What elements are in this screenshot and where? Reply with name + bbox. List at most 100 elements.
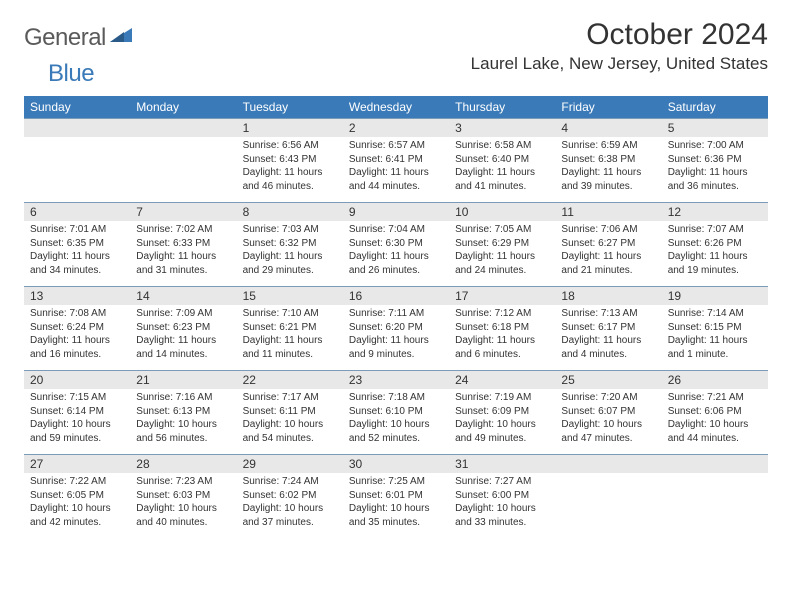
calendar-cell: 3Sunrise: 6:58 AMSunset: 6:40 PMDaylight…: [449, 118, 555, 202]
calendar-body: 1Sunrise: 6:56 AMSunset: 6:43 PMDaylight…: [24, 118, 768, 538]
day-details: Sunrise: 7:18 AMSunset: 6:10 PMDaylight:…: [343, 389, 449, 449]
daylight-line: Daylight: 11 hours and 9 minutes.: [349, 334, 443, 361]
day-details: Sunrise: 7:25 AMSunset: 6:01 PMDaylight:…: [343, 473, 449, 533]
day-details: Sunrise: 7:21 AMSunset: 6:06 PMDaylight:…: [662, 389, 768, 449]
day-details: Sunrise: 7:16 AMSunset: 6:13 PMDaylight:…: [130, 389, 236, 449]
sunrise-line: Sunrise: 6:56 AM: [243, 139, 337, 153]
calendar-cell: 6Sunrise: 7:01 AMSunset: 6:35 PMDaylight…: [24, 202, 130, 286]
sunset-line: Sunset: 6:29 PM: [455, 237, 549, 251]
day-details: Sunrise: 7:14 AMSunset: 6:15 PMDaylight:…: [662, 305, 768, 365]
daylight-line: Daylight: 10 hours and 44 minutes.: [668, 418, 762, 445]
calendar-cell: 23Sunrise: 7:18 AMSunset: 6:10 PMDayligh…: [343, 370, 449, 454]
calendar-row: 27Sunrise: 7:22 AMSunset: 6:05 PMDayligh…: [24, 454, 768, 538]
sunset-line: Sunset: 6:40 PM: [455, 153, 549, 167]
calendar-cell: 31Sunrise: 7:27 AMSunset: 6:00 PMDayligh…: [449, 454, 555, 538]
daylight-line: Daylight: 10 hours and 40 minutes.: [136, 502, 230, 529]
day-number: 26: [662, 370, 768, 389]
calendar-cell: 12Sunrise: 7:07 AMSunset: 6:26 PMDayligh…: [662, 202, 768, 286]
daylight-line: Daylight: 11 hours and 4 minutes.: [561, 334, 655, 361]
day-number: 17: [449, 286, 555, 305]
daylight-line: Daylight: 11 hours and 6 minutes.: [455, 334, 549, 361]
calendar-cell: 17Sunrise: 7:12 AMSunset: 6:18 PMDayligh…: [449, 286, 555, 370]
sunset-line: Sunset: 6:11 PM: [243, 405, 337, 419]
day-number: 31: [449, 454, 555, 473]
day-number: 27: [24, 454, 130, 473]
calendar-cell: 16Sunrise: 7:11 AMSunset: 6:20 PMDayligh…: [343, 286, 449, 370]
calendar-cell: 28Sunrise: 7:23 AMSunset: 6:03 PMDayligh…: [130, 454, 236, 538]
sunset-line: Sunset: 6:05 PM: [30, 489, 124, 503]
day-number: 29: [237, 454, 343, 473]
day-number: 12: [662, 202, 768, 221]
sunset-line: Sunset: 6:36 PM: [668, 153, 762, 167]
calendar-cell: 5Sunrise: 7:00 AMSunset: 6:36 PMDaylight…: [662, 118, 768, 202]
sunrise-line: Sunrise: 7:23 AM: [136, 475, 230, 489]
day-number: 3: [449, 118, 555, 137]
day-number: 1: [237, 118, 343, 137]
daylight-line: Daylight: 11 hours and 26 minutes.: [349, 250, 443, 277]
brand-name-part2: Blue: [48, 60, 94, 87]
day-details: Sunrise: 7:27 AMSunset: 6:00 PMDaylight:…: [449, 473, 555, 533]
day-number: 23: [343, 370, 449, 389]
daylight-line: Daylight: 11 hours and 34 minutes.: [30, 250, 124, 277]
sunset-line: Sunset: 6:03 PM: [136, 489, 230, 503]
sunset-line: Sunset: 6:09 PM: [455, 405, 549, 419]
day-number: 8: [237, 202, 343, 221]
calendar-cell: 14Sunrise: 7:09 AMSunset: 6:23 PMDayligh…: [130, 286, 236, 370]
sunrise-line: Sunrise: 7:11 AM: [349, 307, 443, 321]
day-details: Sunrise: 7:08 AMSunset: 6:24 PMDaylight:…: [24, 305, 130, 365]
calendar-cell: 30Sunrise: 7:25 AMSunset: 6:01 PMDayligh…: [343, 454, 449, 538]
calendar-cell: [24, 118, 130, 202]
calendar-row: 6Sunrise: 7:01 AMSunset: 6:35 PMDaylight…: [24, 202, 768, 286]
sunset-line: Sunset: 6:21 PM: [243, 321, 337, 335]
month-title: October 2024: [471, 18, 768, 52]
day-number: 10: [449, 202, 555, 221]
day-details: Sunrise: 7:24 AMSunset: 6:02 PMDaylight:…: [237, 473, 343, 533]
calendar-cell: 1Sunrise: 6:56 AMSunset: 6:43 PMDaylight…: [237, 118, 343, 202]
daylight-line: Daylight: 10 hours and 49 minutes.: [455, 418, 549, 445]
sunset-line: Sunset: 6:01 PM: [349, 489, 443, 503]
day-number: 15: [237, 286, 343, 305]
day-details: Sunrise: 6:57 AMSunset: 6:41 PMDaylight:…: [343, 137, 449, 197]
calendar-cell: 25Sunrise: 7:20 AMSunset: 6:07 PMDayligh…: [555, 370, 661, 454]
day-number: 5: [662, 118, 768, 137]
sunrise-line: Sunrise: 7:06 AM: [561, 223, 655, 237]
sunset-line: Sunset: 6:27 PM: [561, 237, 655, 251]
sunset-line: Sunset: 6:41 PM: [349, 153, 443, 167]
day-details: Sunrise: 6:58 AMSunset: 6:40 PMDaylight:…: [449, 137, 555, 197]
calendar-cell: 8Sunrise: 7:03 AMSunset: 6:32 PMDaylight…: [237, 202, 343, 286]
calendar-table: Sunday Monday Tuesday Wednesday Thursday…: [24, 96, 768, 538]
day-number: 16: [343, 286, 449, 305]
sunset-line: Sunset: 6:07 PM: [561, 405, 655, 419]
daylight-line: Daylight: 11 hours and 31 minutes.: [136, 250, 230, 277]
day-number: 2: [343, 118, 449, 137]
calendar-cell: 15Sunrise: 7:10 AMSunset: 6:21 PMDayligh…: [237, 286, 343, 370]
day-number: 11: [555, 202, 661, 221]
sunset-line: Sunset: 6:26 PM: [668, 237, 762, 251]
daylight-line: Daylight: 11 hours and 29 minutes.: [243, 250, 337, 277]
sunrise-line: Sunrise: 7:14 AM: [668, 307, 762, 321]
weekday-header: Monday: [130, 96, 236, 118]
sunrise-line: Sunrise: 7:18 AM: [349, 391, 443, 405]
day-number: 21: [130, 370, 236, 389]
day-number: 25: [555, 370, 661, 389]
daylight-line: Daylight: 11 hours and 24 minutes.: [455, 250, 549, 277]
calendar-cell: 18Sunrise: 7:13 AMSunset: 6:17 PMDayligh…: [555, 286, 661, 370]
sunrise-line: Sunrise: 7:13 AM: [561, 307, 655, 321]
day-details: Sunrise: 7:12 AMSunset: 6:18 PMDaylight:…: [449, 305, 555, 365]
day-number: 20: [24, 370, 130, 389]
day-number: 4: [555, 118, 661, 137]
daylight-line: Daylight: 11 hours and 1 minute.: [668, 334, 762, 361]
sunrise-line: Sunrise: 7:25 AM: [349, 475, 443, 489]
day-details: Sunrise: 7:02 AMSunset: 6:33 PMDaylight:…: [130, 221, 236, 281]
daylight-line: Daylight: 10 hours and 47 minutes.: [561, 418, 655, 445]
sunset-line: Sunset: 6:10 PM: [349, 405, 443, 419]
sunset-line: Sunset: 6:35 PM: [30, 237, 124, 251]
day-details: Sunrise: 7:09 AMSunset: 6:23 PMDaylight:…: [130, 305, 236, 365]
day-details: Sunrise: 7:10 AMSunset: 6:21 PMDaylight:…: [237, 305, 343, 365]
day-details: Sunrise: 7:13 AMSunset: 6:17 PMDaylight:…: [555, 305, 661, 365]
weekday-header: Friday: [555, 96, 661, 118]
daylight-line: Daylight: 10 hours and 35 minutes.: [349, 502, 443, 529]
daylight-line: Daylight: 11 hours and 36 minutes.: [668, 166, 762, 193]
sunrise-line: Sunrise: 7:02 AM: [136, 223, 230, 237]
daylight-line: Daylight: 11 hours and 14 minutes.: [136, 334, 230, 361]
